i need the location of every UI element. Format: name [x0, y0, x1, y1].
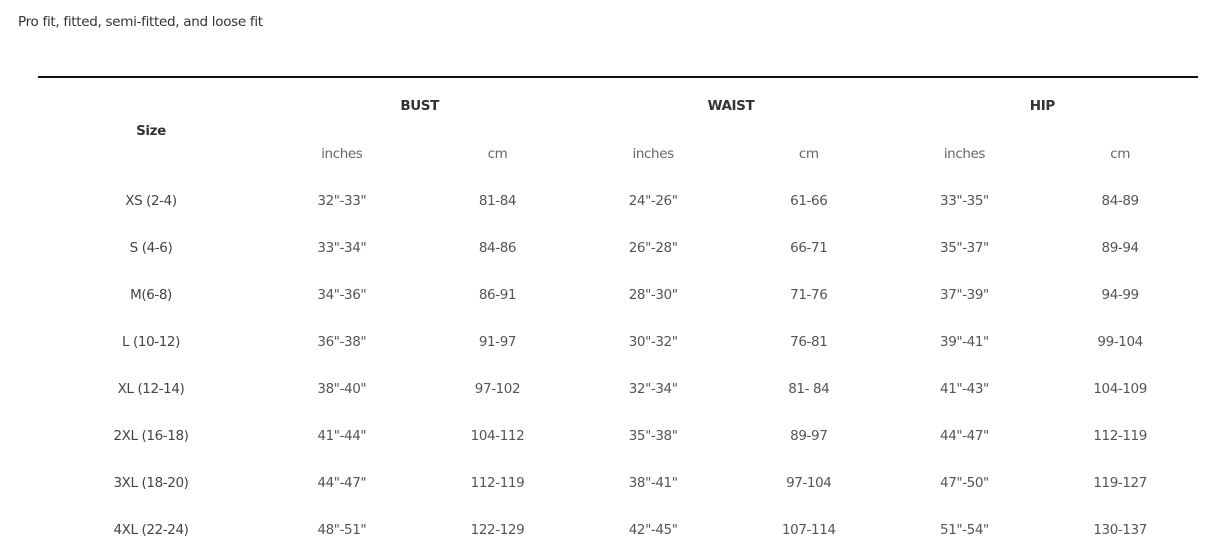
measurement-cell: 26"-28" — [628, 239, 678, 256]
measurement-cell: 48"-51" — [317, 521, 367, 538]
measurement-cell: 30"-32" — [628, 333, 678, 350]
measurement-cell: 94-99 — [1101, 286, 1140, 303]
table-row: 4XL (22-24) 48"-51" 122-129 42"-45" 107-114 5… — [38, 506, 1198, 553]
fit-description: Pro fit, fitted, semi-fitted, and loose … — [18, 14, 263, 30]
measurement-cell: 44"-47" — [317, 474, 367, 491]
measurement-cell: 119-127 — [1093, 474, 1147, 491]
measurement-cell: 47"-50" — [940, 474, 989, 491]
measurement-cell: 44"-47" — [940, 427, 989, 444]
unit-header-row: inches cm inches cm inches cm — [38, 130, 1198, 177]
measurement-cell: 33"-35" — [940, 192, 989, 209]
measurement-cell: 42"-45" — [628, 521, 678, 538]
measurement-cell: 81- 84 — [788, 380, 830, 397]
unit-header: cm — [1110, 145, 1131, 162]
unit-header: inches — [321, 145, 363, 162]
measurement-cell: 37"-39" — [940, 286, 989, 303]
size-cell: 3XL (18-20) — [113, 474, 189, 491]
measurement-cell: 89-94 — [1101, 239, 1140, 256]
table-row: L (10-12) 36"-38" 91-97 30"-32" 76-81 39"-41"… — [38, 318, 1198, 365]
size-header: Size — [136, 122, 166, 139]
measurement-cell: 86-91 — [478, 286, 517, 303]
measurement-cell: 97-102 — [474, 380, 521, 397]
measurement-cell: 28"-30" — [628, 286, 678, 303]
size-cell: M(6-8) — [130, 286, 172, 303]
size-cell: XL (12-14) — [117, 380, 185, 397]
measurement-cell: 39"-41" — [940, 333, 989, 350]
measurement-cell: 33"-34" — [317, 239, 367, 256]
measurement-cell: 130-137 — [1093, 521, 1147, 538]
table-row: 3XL (18-20) 44"-47" 112-119 38"-41" 97-104 47… — [38, 459, 1198, 506]
measurement-cell: 34"-36" — [317, 286, 367, 303]
measurement-cell: 61-66 — [790, 192, 828, 209]
measurement-cell: 32"-34" — [628, 380, 678, 397]
measurement-cell: 76-81 — [790, 333, 828, 350]
unit-header: cm — [798, 145, 819, 162]
waist-header: WAIST — [707, 98, 755, 114]
measurement-cell: 35"-38" — [628, 427, 678, 444]
size-cell: XS (2-4) — [125, 192, 177, 209]
measurement-cell: 38"-41" — [628, 474, 678, 491]
measurement-cell: 32"-33" — [317, 192, 367, 209]
measurement-cell: 99-104 — [1097, 333, 1143, 350]
table-row: XL (12-14) 38"-40" 97-102 32"-34" 81- 84 41"-… — [38, 365, 1198, 412]
measurement-cell: 107-114 — [781, 521, 836, 538]
table-row: 2XL (16-18) 41"-44" 104-112 35"-38" 89-97 44"… — [38, 412, 1198, 459]
measurement-cell: 66-71 — [790, 239, 828, 256]
hip-header: HIP — [1029, 98, 1055, 114]
bust-header: BUST — [400, 98, 439, 114]
measurement-cell: 36"-38" — [317, 333, 367, 350]
measurement-cell: 91-97 — [478, 333, 517, 350]
measurement-cell: 122-129 — [470, 521, 525, 538]
size-chart-table: Size BUST WAIST HIP inches cm inches cm inch… — [38, 76, 1198, 553]
measurement-cell: 112-119 — [470, 474, 525, 491]
measurement-cell: 89-97 — [790, 427, 828, 444]
measurement-cell: 84-89 — [1101, 192, 1140, 209]
measurement-cell: 41"-44" — [317, 427, 367, 444]
size-cell: S (4-6) — [129, 239, 173, 256]
measurement-cell: 71-76 — [790, 286, 828, 303]
unit-header: inches — [632, 145, 675, 162]
measurement-cell: 112-119 — [1093, 427, 1147, 444]
size-cell: 2XL (16-18) — [113, 427, 189, 444]
size-cell: L (10-12) — [122, 333, 180, 350]
measurement-cell: 35"-37" — [940, 239, 989, 256]
measurement-cell: 81-84 — [478, 192, 517, 209]
measurement-cell: 97-104 — [786, 474, 832, 491]
measurement-cell: 41"-43" — [940, 380, 989, 397]
table-row: XS (2-4) 32"-33" 81-84 24"-26" 61-66 33"-35" 8… — [38, 177, 1198, 224]
measurement-cell: 104-112 — [470, 427, 525, 444]
group-header-row: Size BUST WAIST HIP — [38, 77, 1198, 139]
measurement-cell: 51"-54" — [940, 521, 989, 538]
unit-header: cm — [487, 145, 508, 162]
unit-header: inches — [943, 145, 986, 162]
size-cell: 4XL (22-24) — [113, 521, 189, 538]
measurement-cell: 24"-26" — [628, 192, 678, 209]
measurement-cell: 104-109 — [1093, 380, 1147, 397]
measurement-cell: 84-86 — [478, 239, 517, 256]
table-row: S (4-6) 33"-34" 84-86 26"-28" 66-71 35"-37" 89… — [38, 224, 1198, 271]
measurement-cell: 38"-40" — [317, 380, 367, 397]
table-row: M(6-8) 34"-36" 86-91 28"-30" 71-76 37"-39" 94-… — [38, 271, 1198, 318]
